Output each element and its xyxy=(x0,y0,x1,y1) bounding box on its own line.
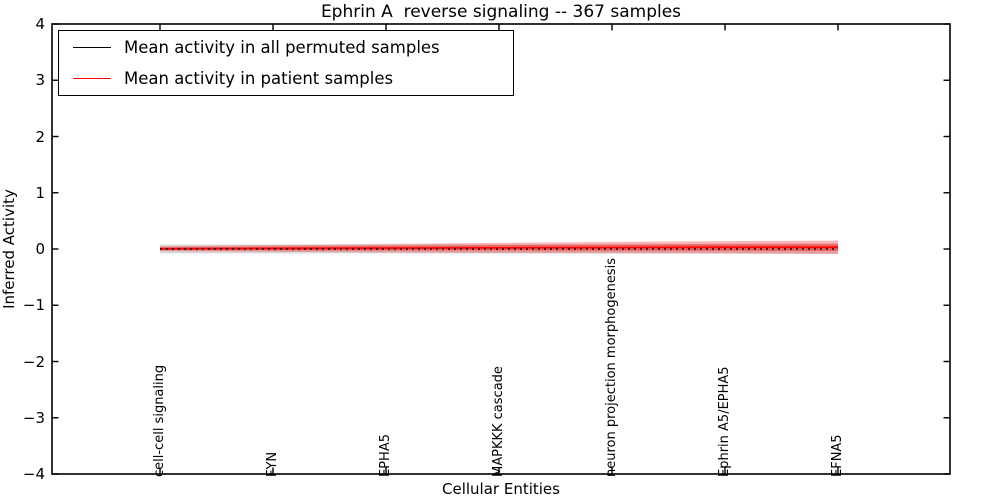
legend-line-sample xyxy=(73,47,111,48)
y-tick-label: −3 xyxy=(22,408,45,427)
legend-item: Mean activity in all permuted samples xyxy=(59,33,513,62)
legend-label: Mean activity in patient samples xyxy=(124,68,394,88)
y-tick-label: 1 xyxy=(35,183,45,202)
chart-title: Ephrin A reverse signaling -- 367 sample… xyxy=(320,2,682,22)
y-tick-label: 2 xyxy=(35,127,45,146)
y-tick-label: −4 xyxy=(22,465,45,483)
x-axis-label: Cellular Entities xyxy=(442,480,560,498)
legend-line-sample xyxy=(73,78,111,79)
legend-item: Mean activity in patient samples xyxy=(59,64,513,93)
legend-box: Mean activity in all permuted samples Mea… xyxy=(58,30,514,96)
y-tick-label: −2 xyxy=(22,352,45,371)
y-tick-label: −1 xyxy=(22,296,45,315)
patient-mean-line xyxy=(159,246,838,250)
y-tick-label: 4 xyxy=(35,15,45,33)
legend-label: Mean activity in all permuted samples xyxy=(124,37,440,57)
y-tick-label: 0 xyxy=(35,240,45,258)
y-tick-label: 3 xyxy=(35,71,45,90)
